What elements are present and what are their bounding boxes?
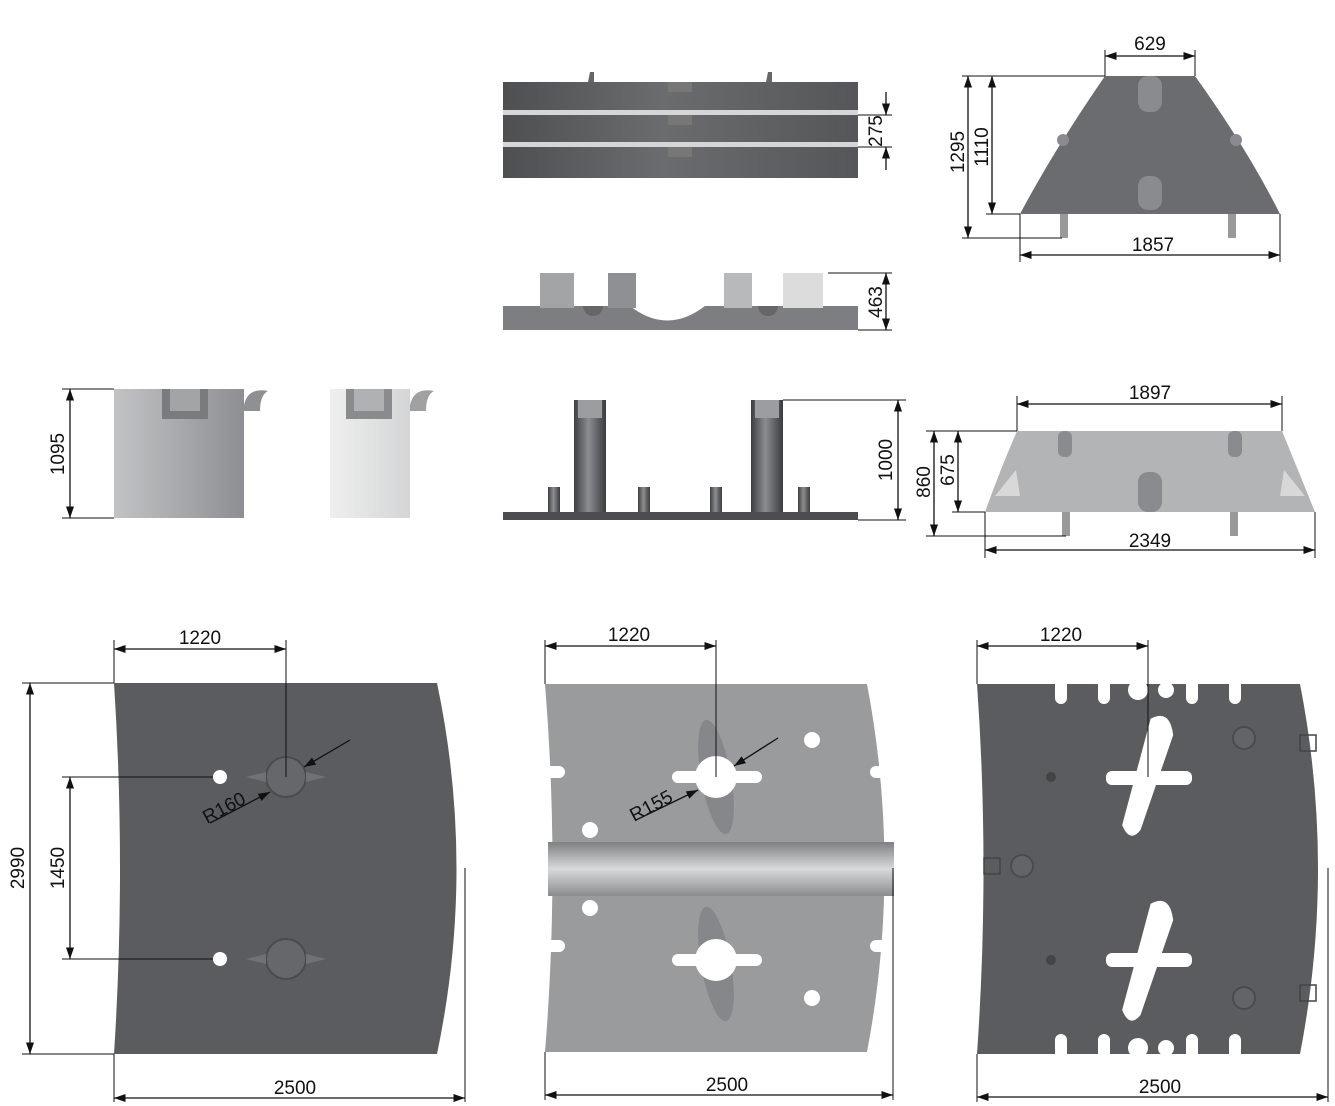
dim-plate2-offset: 1220 xyxy=(608,625,650,646)
base-plate-view: 463 xyxy=(503,272,892,331)
dim-trap-bottom-top-width: 1897 xyxy=(1129,383,1171,404)
dim-plate3-offset: 1220 xyxy=(1040,625,1082,646)
dim-plate1-height: 2990 xyxy=(8,847,29,889)
dim-base-plate-height: 463 xyxy=(866,286,887,318)
dim-trap-top-bottom-width: 1857 xyxy=(1132,235,1174,256)
dim-trap-bottom-total-height: 860 xyxy=(914,466,935,498)
columns-view: 1000 xyxy=(503,399,906,521)
trapezoid-top-view: 629 1295 1110 1857 xyxy=(948,34,1281,262)
dim-column-height: 1000 xyxy=(876,439,897,481)
dim-plate3-width: 2500 xyxy=(1139,1077,1181,1098)
trapezoid-bottom-view: 1897 860 675 2349 xyxy=(914,383,1316,558)
dim-stack-height: 275 xyxy=(866,115,887,147)
plate-3-view: 1220 2500 xyxy=(976,625,1329,1102)
dim-plate1-offset: 1220 xyxy=(179,628,221,649)
dim-plate2-width: 2500 xyxy=(706,1075,748,1096)
dim-trap-top-body-height: 1110 xyxy=(972,127,993,166)
side-blocks-view: 1095 xyxy=(48,388,434,519)
stacked-bars-view: 275 xyxy=(503,72,892,178)
dim-trap-bottom-bottom-width: 2349 xyxy=(1129,531,1171,552)
dim-side-block-height: 1095 xyxy=(48,433,69,475)
dim-trap-bottom-body-height: 675 xyxy=(938,454,959,486)
plate-2-view: 1220 R155 2500 xyxy=(544,625,894,1100)
dim-plate1-hole-spacing: 1450 xyxy=(48,847,69,889)
dim-plate1-width: 2500 xyxy=(274,1078,316,1099)
dim-trap-top-total-height: 1295 xyxy=(948,131,969,173)
plate-1-view: 1220 2990 1450 R160 2500 xyxy=(8,628,466,1103)
dim-trap-top-top-width: 629 xyxy=(1134,34,1166,55)
